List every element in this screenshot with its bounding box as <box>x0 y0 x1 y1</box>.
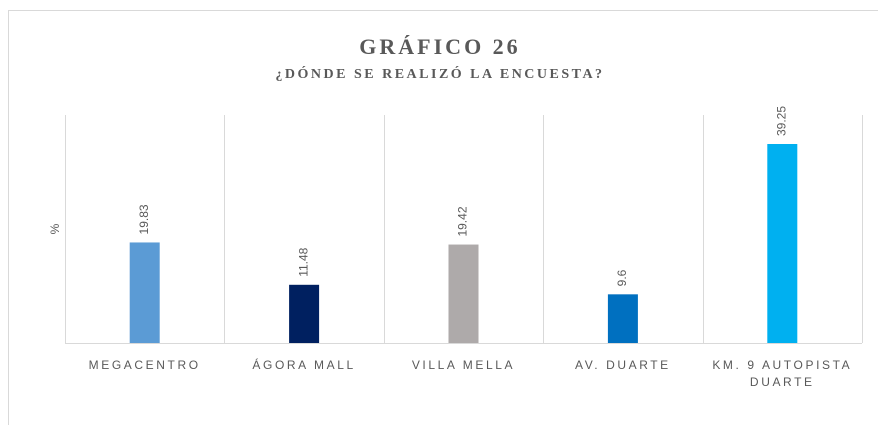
data-label: 11.48 <box>296 247 310 276</box>
bar <box>129 242 160 343</box>
x-tick-label: KM. 9 AUTOPISTA DUARTE <box>712 358 853 389</box>
bar <box>448 244 479 343</box>
y-axis-label: % <box>48 223 62 234</box>
data-label: 19.42 <box>456 206 470 236</box>
x-tick-label: VILLA MELLA <box>411 358 516 372</box>
chart-border <box>8 10 878 425</box>
bar <box>607 294 638 343</box>
bar <box>289 284 320 343</box>
x-tick-label: MEGACENTRO <box>88 358 201 372</box>
x-tick-label: AV. DUARTE <box>574 358 671 372</box>
data-label: 39.25 <box>774 106 788 136</box>
bar <box>767 144 798 343</box>
chart-title: GRÁFICO 26 <box>359 34 520 59</box>
data-label: 19.83 <box>137 204 151 234</box>
x-tick-label: ÁGORA MALL <box>252 358 356 372</box>
chart-subtitle: ¿DÓNDE SE REALIZÓ LA ENCUESTA? <box>275 65 604 82</box>
data-label: 9.6 <box>615 269 629 286</box>
